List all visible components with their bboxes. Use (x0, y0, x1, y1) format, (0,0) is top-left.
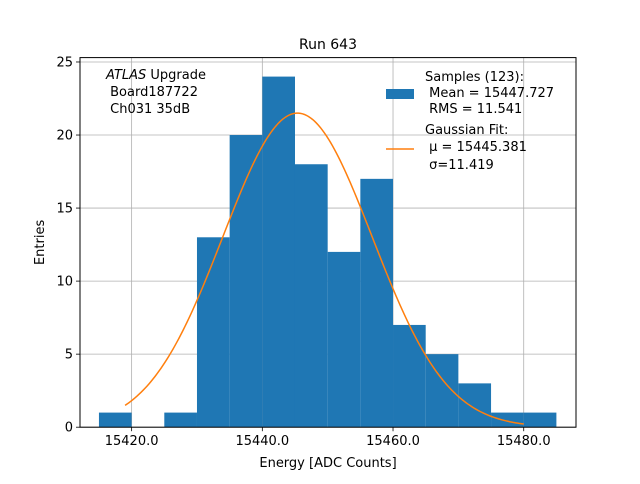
chart-title: Run 643 (299, 37, 357, 53)
legend-histogram-swatch (386, 89, 414, 99)
histogram-bar (327, 251, 361, 428)
experiment-annotation: ATLAS Upgrade Board187722 Ch031 35dB (105, 68, 206, 117)
histogram-bar (425, 354, 459, 428)
y-tick-label: 10 (56, 275, 73, 290)
histogram-bar (491, 412, 524, 428)
x-axis-label: Energy [ADC Counts] (259, 456, 396, 471)
annotation-line: ATLAS Upgrade (105, 68, 206, 83)
histogram-bar (523, 412, 557, 428)
y-tick-label: 5 (65, 348, 73, 363)
annotation-line: Ch031 35dB (106, 102, 190, 117)
histogram-bar (196, 237, 230, 428)
histogram-bar (393, 324, 426, 428)
legend: Samples (123): Mean = 15447.727 RMS = 11… (386, 70, 554, 173)
histogram-bars (98, 76, 557, 428)
histogram-bar (164, 412, 197, 428)
x-tick-label: 15460.0 (366, 434, 420, 449)
y-tick-label: 20 (56, 129, 73, 144)
x-tick-label: 15440.0 (235, 434, 289, 449)
gaussian-fit-line (124, 112, 524, 425)
plot-frame (79, 57, 577, 428)
histogram-bar (360, 178, 394, 428)
legend-entry-line: Samples (123): (425, 70, 524, 85)
y-axis-label: Entries (33, 220, 48, 266)
histogram-bar (262, 76, 295, 428)
x-tick-label: 15420.0 (105, 434, 159, 449)
y-tick-label: 25 (56, 55, 73, 70)
histogram-bar (98, 412, 132, 428)
annotation-line: Board187722 (106, 85, 198, 100)
legend-entry-line: RMS = 11.541 (425, 102, 522, 117)
y-tick-label: 15 (56, 202, 73, 217)
histogram-bar (294, 164, 328, 428)
x-tick-label: 15480.0 (497, 434, 551, 449)
fit-curve (124, 112, 524, 425)
x-axis: 15420.0 15440.0 15460.0 15480.0 (105, 427, 551, 449)
y-axis: 0 5 10 15 20 25 (56, 55, 80, 436)
legend-entry-line: Mean = 15447.727 (425, 86, 554, 101)
histogram-bar (458, 383, 492, 428)
y-tick-label: 0 (65, 421, 73, 436)
histogram-bar (229, 135, 263, 428)
legend-entry-line: Gaussian Fit: (425, 123, 508, 138)
legend-entry-line: σ=11.419 (425, 158, 494, 173)
legend-entry-line: μ = 15445.381 (425, 140, 527, 155)
